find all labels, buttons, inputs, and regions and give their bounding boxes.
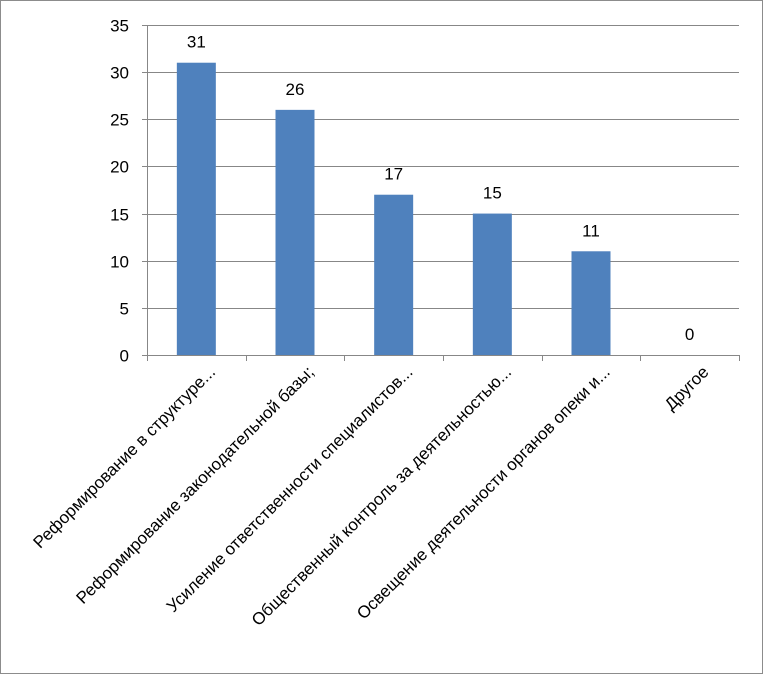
x-category-labels: Реформирование в структуре...Реформирова… [30,362,713,629]
bar [472,213,512,355]
y-tick-label: 15 [110,206,129,225]
y-tick-label: 20 [110,158,129,177]
y-tick-label: 0 [120,347,129,366]
data-label: 15 [483,184,502,203]
y-tick-label: 5 [120,300,129,319]
data-label: 0 [685,325,694,344]
bar [176,62,216,355]
gridlines [147,25,739,309]
data-label: 11 [582,221,600,240]
bar [374,194,414,355]
y-tick-label: 10 [110,253,129,272]
x-category-label: Другое [661,362,713,414]
axes [142,25,740,361]
bar [275,109,315,355]
bars [176,62,611,355]
data-labels: 31 26 17 15 11 0 [187,33,695,344]
x-category-label: Реформирование в структуре... [30,362,220,552]
y-tick-label: 25 [110,111,129,130]
bar [571,251,611,355]
data-label: 26 [286,80,305,99]
data-label: 31 [187,33,206,52]
y-tick-label: 30 [110,64,129,83]
y-tick-label: 35 [110,17,129,36]
data-label: 17 [384,165,403,184]
y-tick-labels: 0 5 10 15 20 25 30 35 [110,17,129,366]
